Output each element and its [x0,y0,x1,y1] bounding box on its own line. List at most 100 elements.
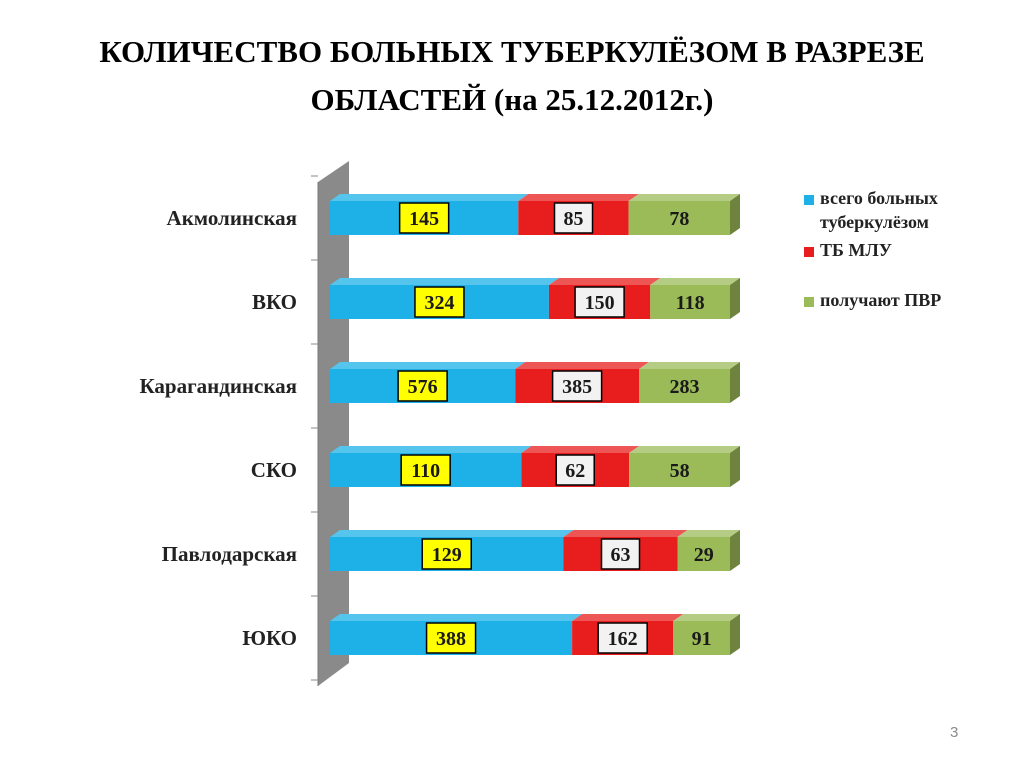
legend-swatch-pvr [804,297,814,307]
legend-label-pvr: получают ПВР [820,290,942,310]
data-label-pvr: 78 [669,208,689,230]
title-line-1: КОЛИЧЕСТВО БОЛЬНЫХ ТУБЕРКУЛЁЗОМ В РАЗРЕЗ… [99,34,925,69]
data-label-box [600,538,641,570]
bar-segment-total: 388 [330,614,583,655]
page-number: 3 [950,724,959,741]
bar-segment-pvr: 58 [629,446,740,487]
data-label-total: 576 [408,376,438,398]
category-label: СКО [251,458,297,482]
bar-segment-total: 576 [330,362,526,403]
bar-top-face [572,614,684,621]
title-line-2: ОБЛАСТЕЙ (на 25.12.2012г.) [310,82,714,117]
bar-segment-mdr: 162 [572,614,684,655]
axis-wall-face [318,161,349,686]
data-label-box [574,286,625,318]
bar-segment-pvr: 91 [673,614,740,655]
category-label: ВКО [252,290,297,314]
bar-side-face [730,194,740,235]
data-label-mdr: 385 [562,376,592,398]
bar-segment-total: 110 [330,446,532,487]
data-label-pvr: 283 [670,376,700,398]
legend-swatch-mdr [804,247,814,257]
data-label-box [553,202,594,234]
data-label-box [551,370,603,402]
slide-title: КОЛИЧЕСТВО БОЛЬНЫХ ТУБЕРКУЛЁЗОМ В РАЗРЕЗ… [20,28,1004,124]
data-label-box [421,538,472,570]
category-label: Павлодарская [162,542,297,566]
bar-segment-mdr: 385 [515,362,650,403]
bar-side-face [730,362,740,403]
bar-segment-pvr: 283 [639,362,740,403]
data-label-total: 110 [411,460,440,482]
data-label-box [425,622,477,654]
bar-side-face [730,530,740,571]
legend-item-mdr: ТБ МЛУ [800,238,1010,262]
category-label: Акмолинская [167,206,297,230]
data-label-mdr: 150 [585,292,615,314]
bar-top-face [515,362,650,369]
bar-front-face [673,621,730,655]
data-label-mdr: 63 [610,544,630,566]
bar-segment-pvr: 78 [628,194,740,235]
data-label-total: 145 [409,208,439,230]
bar-top-face [330,614,583,621]
bar-side-face [730,278,740,319]
bar-segment-total: 129 [330,530,574,571]
bar-top-face [330,278,559,285]
bar-top-face [330,446,532,453]
category-label: ЮКО [242,626,297,650]
bar-top-face [548,278,661,285]
bar-segment-total: 324 [330,278,559,319]
legend-swatch-total [804,195,814,205]
bar-front-face [629,453,730,487]
data-label-total: 388 [436,628,466,650]
bar-top-face [521,446,640,453]
data-label-box [597,622,648,654]
bar-segment-mdr: 150 [548,278,661,319]
data-label-pvr: 29 [694,544,714,566]
data-label-pvr: 118 [676,292,705,314]
legend-label-total: всего больных туберкулёзом [820,188,938,232]
bar-segment-mdr: 62 [521,446,640,487]
bar-front-face [639,369,730,403]
bar-top-face [628,194,740,201]
bars-group: 145 85 78 324 150 118 576 385 283 110 62 58 129 63 29 3… [330,194,740,655]
bar-top-face [563,530,688,537]
data-label-pvr: 91 [692,628,712,650]
data-label-box [398,202,450,234]
bar-segment-pvr: 29 [677,530,740,571]
bar-top-face [330,362,526,369]
bar-front-face [628,201,730,235]
legend-item-pvr: получают ПВР [800,288,1010,312]
legend-label-mdr: ТБ МЛУ [820,240,893,260]
bar-segment-mdr: 63 [563,530,688,571]
data-label-mdr: 62 [565,460,585,482]
bar-top-face [673,614,740,621]
data-label-box [400,454,451,486]
data-label-mdr: 85 [564,208,584,230]
bar-side-face [730,614,740,655]
chart-legend: всего больных туберкулёзом ТБ МЛУ получа… [800,186,1010,312]
bar-side-face [730,446,740,487]
category-label: Карагандинская [139,374,297,398]
bar-top-face [330,194,529,201]
bar-front-face [650,285,730,319]
bar-front-face [677,537,730,571]
data-label-box [414,286,465,318]
data-label-pvr: 58 [670,460,690,482]
category-labels: Акмолинская ВКО Карагандинская СКО Павлодарс… [139,206,297,650]
bar-segment-pvr: 118 [650,278,740,319]
data-label-total: 129 [432,544,462,566]
bar-top-face [518,194,639,201]
data-label-total: 324 [424,292,454,314]
bar-segment-total: 145 [330,194,529,235]
data-label-mdr: 162 [608,628,638,650]
bar-top-face [330,530,574,537]
bar-segment-mdr: 85 [518,194,639,235]
legend-item-total: всего больных туберкулёзом [800,186,1010,234]
bar-top-face [629,446,740,453]
bar-top-face [639,362,740,369]
chart-axis-wall [311,161,349,686]
data-label-box [397,370,448,402]
